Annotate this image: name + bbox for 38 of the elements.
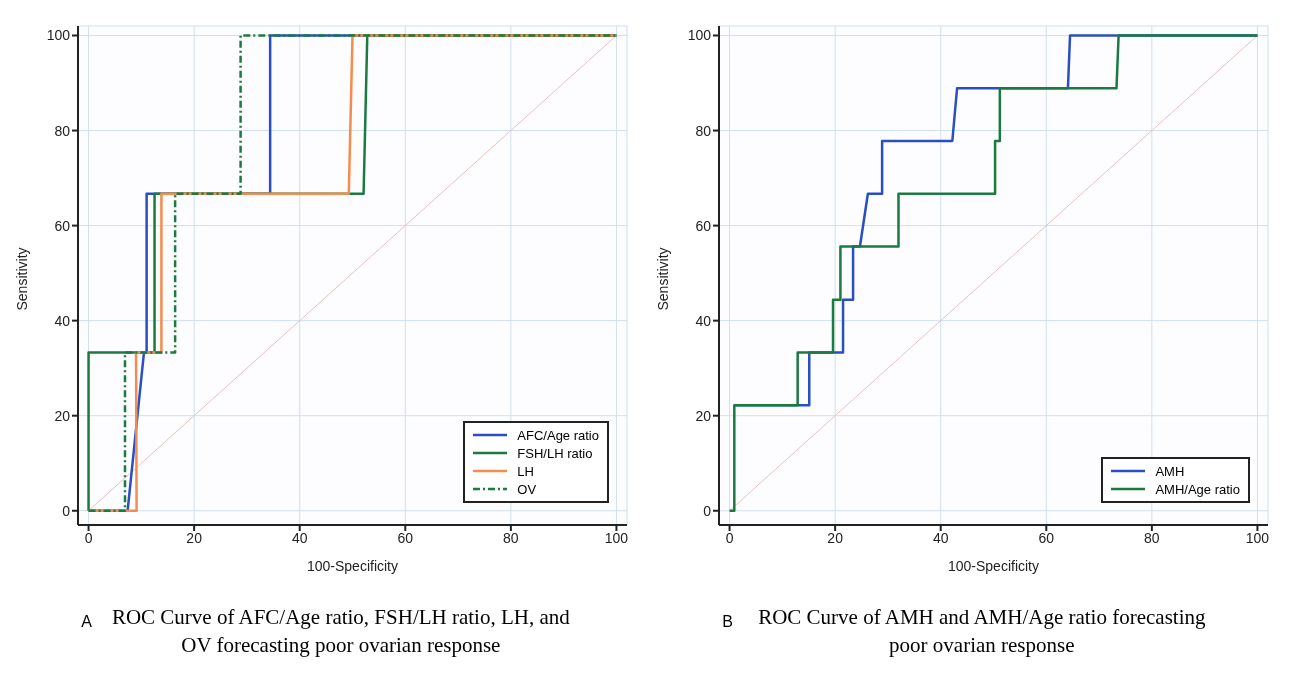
x-tick-label: 20	[186, 529, 203, 546]
y-tick-label: 0	[703, 502, 712, 519]
legend-label: AMH	[1155, 463, 1185, 479]
y-tick-label: 80	[695, 122, 712, 139]
x-tick-label: 20	[827, 529, 844, 546]
y-axis-title: Sensitivity	[654, 247, 671, 311]
legend-label: AMH/Age ratio	[1155, 481, 1240, 497]
x-axis-title: 100-Specificity	[947, 558, 1040, 574]
y-tick-label: 100	[46, 27, 71, 44]
x-tick-label: 0	[725, 529, 734, 546]
text: A	[81, 612, 92, 632]
y-tick-label: 20	[695, 407, 712, 424]
legend-label: AFC/Age ratio	[517, 427, 599, 443]
x-tick-label: 80	[503, 529, 519, 546]
y-tick-label: 60	[54, 217, 71, 234]
y-tick-label: 80	[54, 122, 71, 139]
legend-label: OV	[517, 481, 537, 497]
y-tick-label: 20	[54, 407, 71, 424]
y-tick-label: 40	[695, 312, 712, 329]
x-tick-label: 80	[1144, 529, 1160, 546]
x-tick-label: 40	[932, 529, 949, 546]
y-tick-label: 0	[62, 502, 71, 519]
x-tick-label: 60	[397, 529, 414, 546]
x-tick-label: 0	[84, 529, 93, 546]
legend-label: LH	[517, 463, 534, 479]
text: ROC Curve of AFC/Age ratio, FSH/LH ratio, LH, and OV forecasting poor ovarian response	[110, 604, 571, 659]
y-tick-label: 100	[687, 27, 712, 44]
text: B	[722, 612, 733, 632]
legend-label: FSH/LH ratio	[517, 445, 593, 461]
text: ROC Curve of AMH and AMH/Age ratio forecasting poor ovarian response	[757, 604, 1207, 659]
x-axis-title: 100-Specificity	[306, 558, 399, 574]
x-tick-label: 40	[291, 529, 308, 546]
x-tick-label: 60	[1038, 529, 1055, 546]
y-tick-label: 60	[695, 217, 712, 234]
y-axis-title: Sensitivity	[13, 247, 30, 311]
x-tick-label: 100	[604, 529, 629, 546]
y-tick-label: 40	[54, 312, 71, 329]
x-tick-label: 100	[1245, 529, 1270, 546]
